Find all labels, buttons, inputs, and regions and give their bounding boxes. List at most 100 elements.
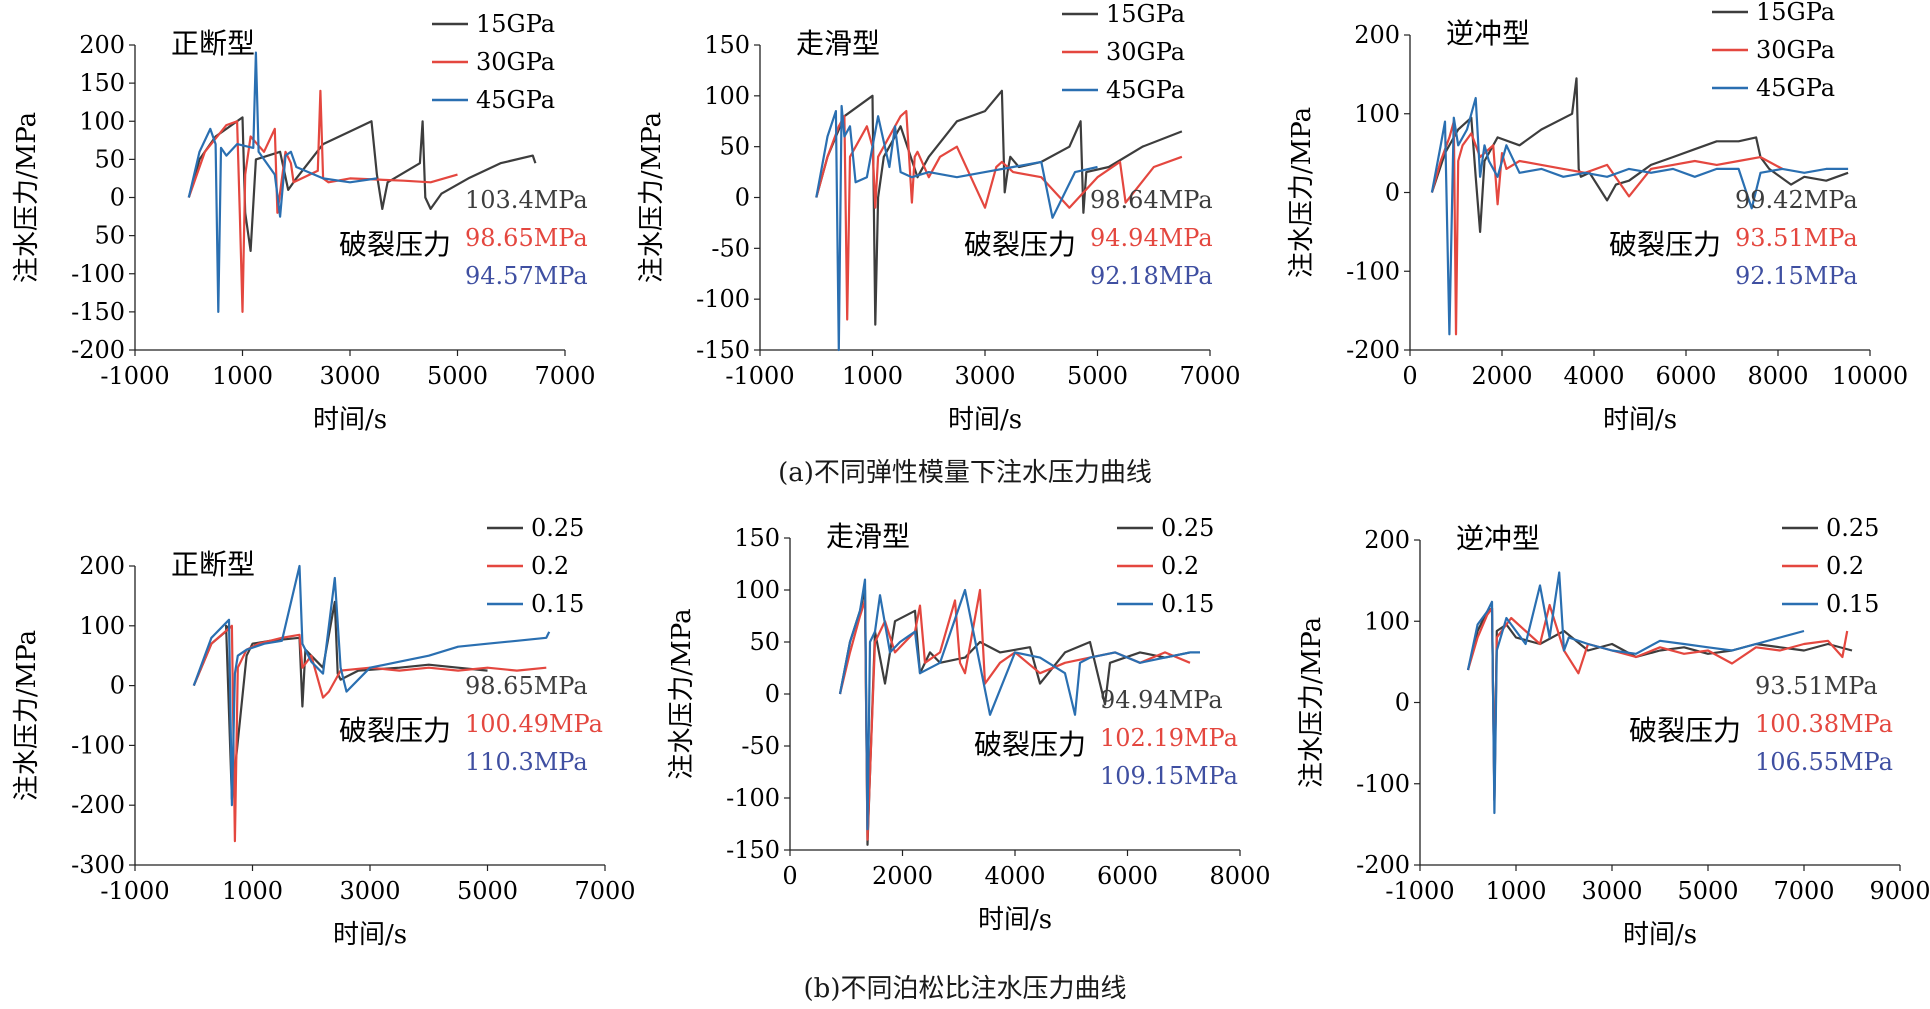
y-tick-label: 200 bbox=[79, 31, 125, 59]
breakdown-label: 破裂压力 bbox=[1629, 714, 1741, 747]
y-axis-title: 注水压力/MPa bbox=[667, 608, 697, 779]
x-tick-label: 1000 bbox=[842, 362, 903, 390]
legend-label: 0.2 bbox=[531, 552, 569, 580]
breakdown-value: 98.65MPa bbox=[465, 672, 588, 700]
y-tick-label: -100 bbox=[71, 731, 125, 759]
y-axis-title: 注水压力/MPa bbox=[12, 630, 42, 801]
x-tick-label: 2000 bbox=[872, 862, 933, 890]
legend-label: 0.2 bbox=[1826, 552, 1864, 580]
breakdown-value: 94.94MPa bbox=[1100, 686, 1223, 714]
y-tick-label: -100 bbox=[696, 285, 750, 313]
legend-label: 15GPa bbox=[476, 10, 555, 38]
caption-b: (b)不同泊松比注水压力曲线 bbox=[803, 974, 1127, 1004]
breakdown-value: 109.15MPa bbox=[1100, 762, 1238, 790]
legend-label: 45GPa bbox=[1106, 76, 1185, 104]
x-tick-label: 5000 bbox=[1067, 362, 1128, 390]
x-axis-title: 时间/s bbox=[948, 405, 1022, 435]
y-axis-title: 注水压力/MPa bbox=[637, 112, 667, 283]
x-tick-label: 7000 bbox=[1773, 877, 1834, 905]
x-tick-label: 1000 bbox=[1485, 877, 1546, 905]
x-tick-label: 2000 bbox=[1471, 362, 1532, 390]
x-tick-label: 10000 bbox=[1832, 362, 1908, 390]
y-tick-label: -150 bbox=[71, 298, 125, 326]
chart-a2: 150 100 50 0 -50 -100 -150-1000 1000 3000 5000 700… bbox=[637, 0, 1241, 435]
y-tick-label: -200 bbox=[71, 336, 125, 364]
panel-title: 逆冲型 bbox=[1446, 17, 1530, 50]
breakdown-value: 103.4MPa bbox=[465, 186, 588, 214]
x-axis-title: 时间/s bbox=[1623, 920, 1697, 950]
y-axis-title: 注水压力/MPa bbox=[1297, 617, 1327, 788]
legend-label: 0.15 bbox=[531, 590, 584, 618]
breakdown-value: 93.51MPa bbox=[1735, 224, 1858, 252]
breakdown-annotation: 98.65MPa 100.49MPa 110.3MPa 破裂压力 bbox=[339, 672, 603, 776]
caption-a: (a)不同弹性模量下注水压力曲线 bbox=[778, 458, 1152, 488]
x-tick-label: 5000 bbox=[457, 877, 518, 905]
series-line-0.25 bbox=[838, 588, 1191, 846]
breakdown-label: 破裂压力 bbox=[1609, 228, 1721, 261]
breakdown-label: 破裂压力 bbox=[964, 228, 1076, 261]
y-tick-label: 200 bbox=[79, 552, 125, 580]
y-tick-label: 100 bbox=[79, 107, 125, 135]
y-tick-label: 50 bbox=[94, 145, 125, 173]
x-tick-label: 0 bbox=[782, 862, 797, 890]
breakdown-value: 98.64MPa bbox=[1090, 186, 1213, 214]
x-tick-label: 5000 bbox=[427, 362, 488, 390]
y-tick-label: -200 bbox=[1356, 851, 1410, 879]
x-tick-label: 1000 bbox=[222, 877, 283, 905]
legend-label: 0.25 bbox=[1826, 514, 1879, 542]
legend-label: 15GPa bbox=[1756, 0, 1835, 26]
breakdown-label: 破裂压力 bbox=[974, 728, 1086, 761]
breakdown-label: 破裂压力 bbox=[339, 228, 451, 261]
breakdown-annotation: 103.4MPa 98.65MPa 94.57MPa 破裂压力 bbox=[339, 186, 588, 290]
legend-label: 0.25 bbox=[531, 514, 584, 542]
y-tick-label: -100 bbox=[726, 784, 780, 812]
x-axis-title: 时间/s bbox=[1603, 405, 1677, 435]
breakdown-label: 破裂压力 bbox=[339, 714, 451, 747]
x-tick-label: 6000 bbox=[1097, 862, 1158, 890]
legend-label: 30GPa bbox=[1756, 36, 1835, 64]
x-tick-label: 3000 bbox=[339, 877, 400, 905]
x-tick-label: 6000 bbox=[1655, 362, 1716, 390]
breakdown-value: 98.65MPa bbox=[465, 224, 588, 252]
x-tick-label: 9000 bbox=[1869, 877, 1930, 905]
legend-label: 45GPa bbox=[476, 86, 555, 114]
breakdown-annotation: 99.42MPa 93.51MPa 92.15MPa 破裂压力 bbox=[1609, 186, 1858, 290]
series-line-0.25 bbox=[192, 600, 488, 801]
legend: 15GPa 30GPa 45GPa bbox=[432, 10, 555, 114]
breakdown-value: 100.49MPa bbox=[465, 710, 603, 738]
series-line-30GPa bbox=[1430, 120, 1783, 336]
y-tick-label: 0 bbox=[1385, 179, 1400, 207]
breakdown-value: 92.15MPa bbox=[1735, 262, 1858, 290]
breakdown-value: 106.55MPa bbox=[1755, 748, 1893, 776]
y-tick-label: 150 bbox=[734, 524, 780, 552]
series-line-0.2 bbox=[192, 624, 547, 843]
y-tick-label: -50 bbox=[741, 732, 780, 760]
y-tick-label: -150 bbox=[696, 336, 750, 364]
x-tick-label: 4000 bbox=[984, 862, 1045, 890]
legend: 0.25 0.2 0.15 bbox=[487, 514, 584, 618]
y-tick-label: 100 bbox=[1354, 100, 1400, 128]
legend: 15GPa 30GPa 45GPa bbox=[1062, 0, 1185, 104]
x-axis-title: 时间/s bbox=[978, 905, 1052, 935]
y-tick-label: 150 bbox=[79, 69, 125, 97]
breakdown-value: 94.57MPa bbox=[465, 262, 588, 290]
series-line-0.15 bbox=[838, 578, 1200, 831]
y-tick-label: -200 bbox=[1346, 336, 1400, 364]
legend: 0.25 0.2 0.15 bbox=[1117, 514, 1214, 618]
x-tick-label: 7000 bbox=[574, 877, 635, 905]
y-tick-label: -300 bbox=[71, 851, 125, 879]
y-axis-title: 注水压力/MPa bbox=[12, 112, 42, 283]
breakdown-value: 102.19MPa bbox=[1100, 724, 1238, 752]
panel-title: 走滑型 bbox=[796, 27, 880, 60]
legend-label: 0.2 bbox=[1161, 552, 1199, 580]
panel-title: 正断型 bbox=[171, 548, 255, 581]
breakdown-annotation: 98.64MPa 94.94MPa 92.18MPa 破裂压力 bbox=[964, 186, 1213, 290]
series-line-0.15 bbox=[1466, 571, 1805, 815]
breakdown-value: 94.94MPa bbox=[1090, 224, 1213, 252]
y-tick-label: 0 bbox=[110, 184, 125, 212]
breakdown-annotation: 94.94MPa 102.19MPa 109.15MPa 破裂压力 bbox=[974, 686, 1238, 790]
x-tick-label: 8000 bbox=[1747, 362, 1808, 390]
x-tick-label: -1000 bbox=[100, 362, 169, 390]
